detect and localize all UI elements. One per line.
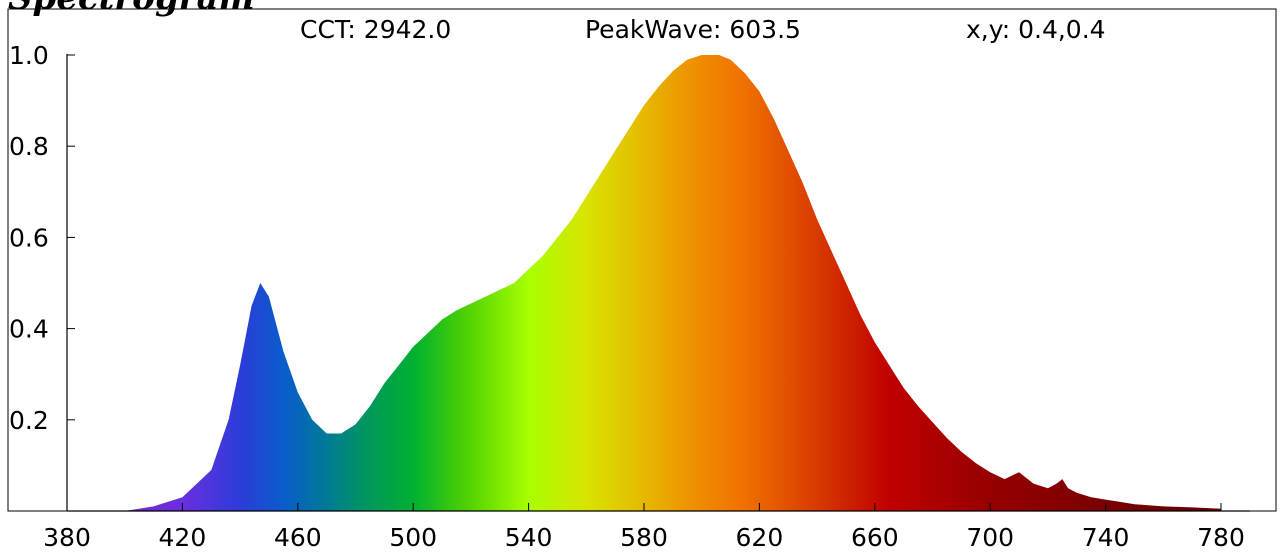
y-tick-label: 1.0 [9,41,49,70]
x-tick-label: 580 [620,523,668,552]
cct-annotation: CCT: 2942.0 [300,15,451,44]
x-tick-label: 540 [505,523,553,552]
y-ticks: 0.2 0.4 0.6 0.8 1.0 [9,41,75,435]
xy-annotation: x,y: 0.4,0.4 [966,15,1106,44]
x-ticks: 380 420 460 500 540 580 620 660 700 740 780 [43,503,1245,552]
spectrum-area [124,55,1222,511]
x-tick-label: 620 [736,523,784,552]
x-tick-label: 740 [1082,523,1130,552]
peak-wave-annotation: PeakWave: 603.5 [585,15,801,44]
x-tick-label: 780 [1197,523,1245,552]
x-tick-label: 500 [389,523,437,552]
y-tick-label: 0.4 [9,315,49,344]
x-tick-label: 460 [274,523,322,552]
x-tick-label: 660 [851,523,899,552]
x-tick-label: 420 [159,523,207,552]
y-tick-label: 0.2 [9,406,49,435]
x-tick-label: 380 [43,523,91,552]
y-tick-label: 0.6 [9,223,49,252]
x-tick-label: 700 [966,523,1014,552]
y-tick-label: 0.8 [9,132,49,161]
